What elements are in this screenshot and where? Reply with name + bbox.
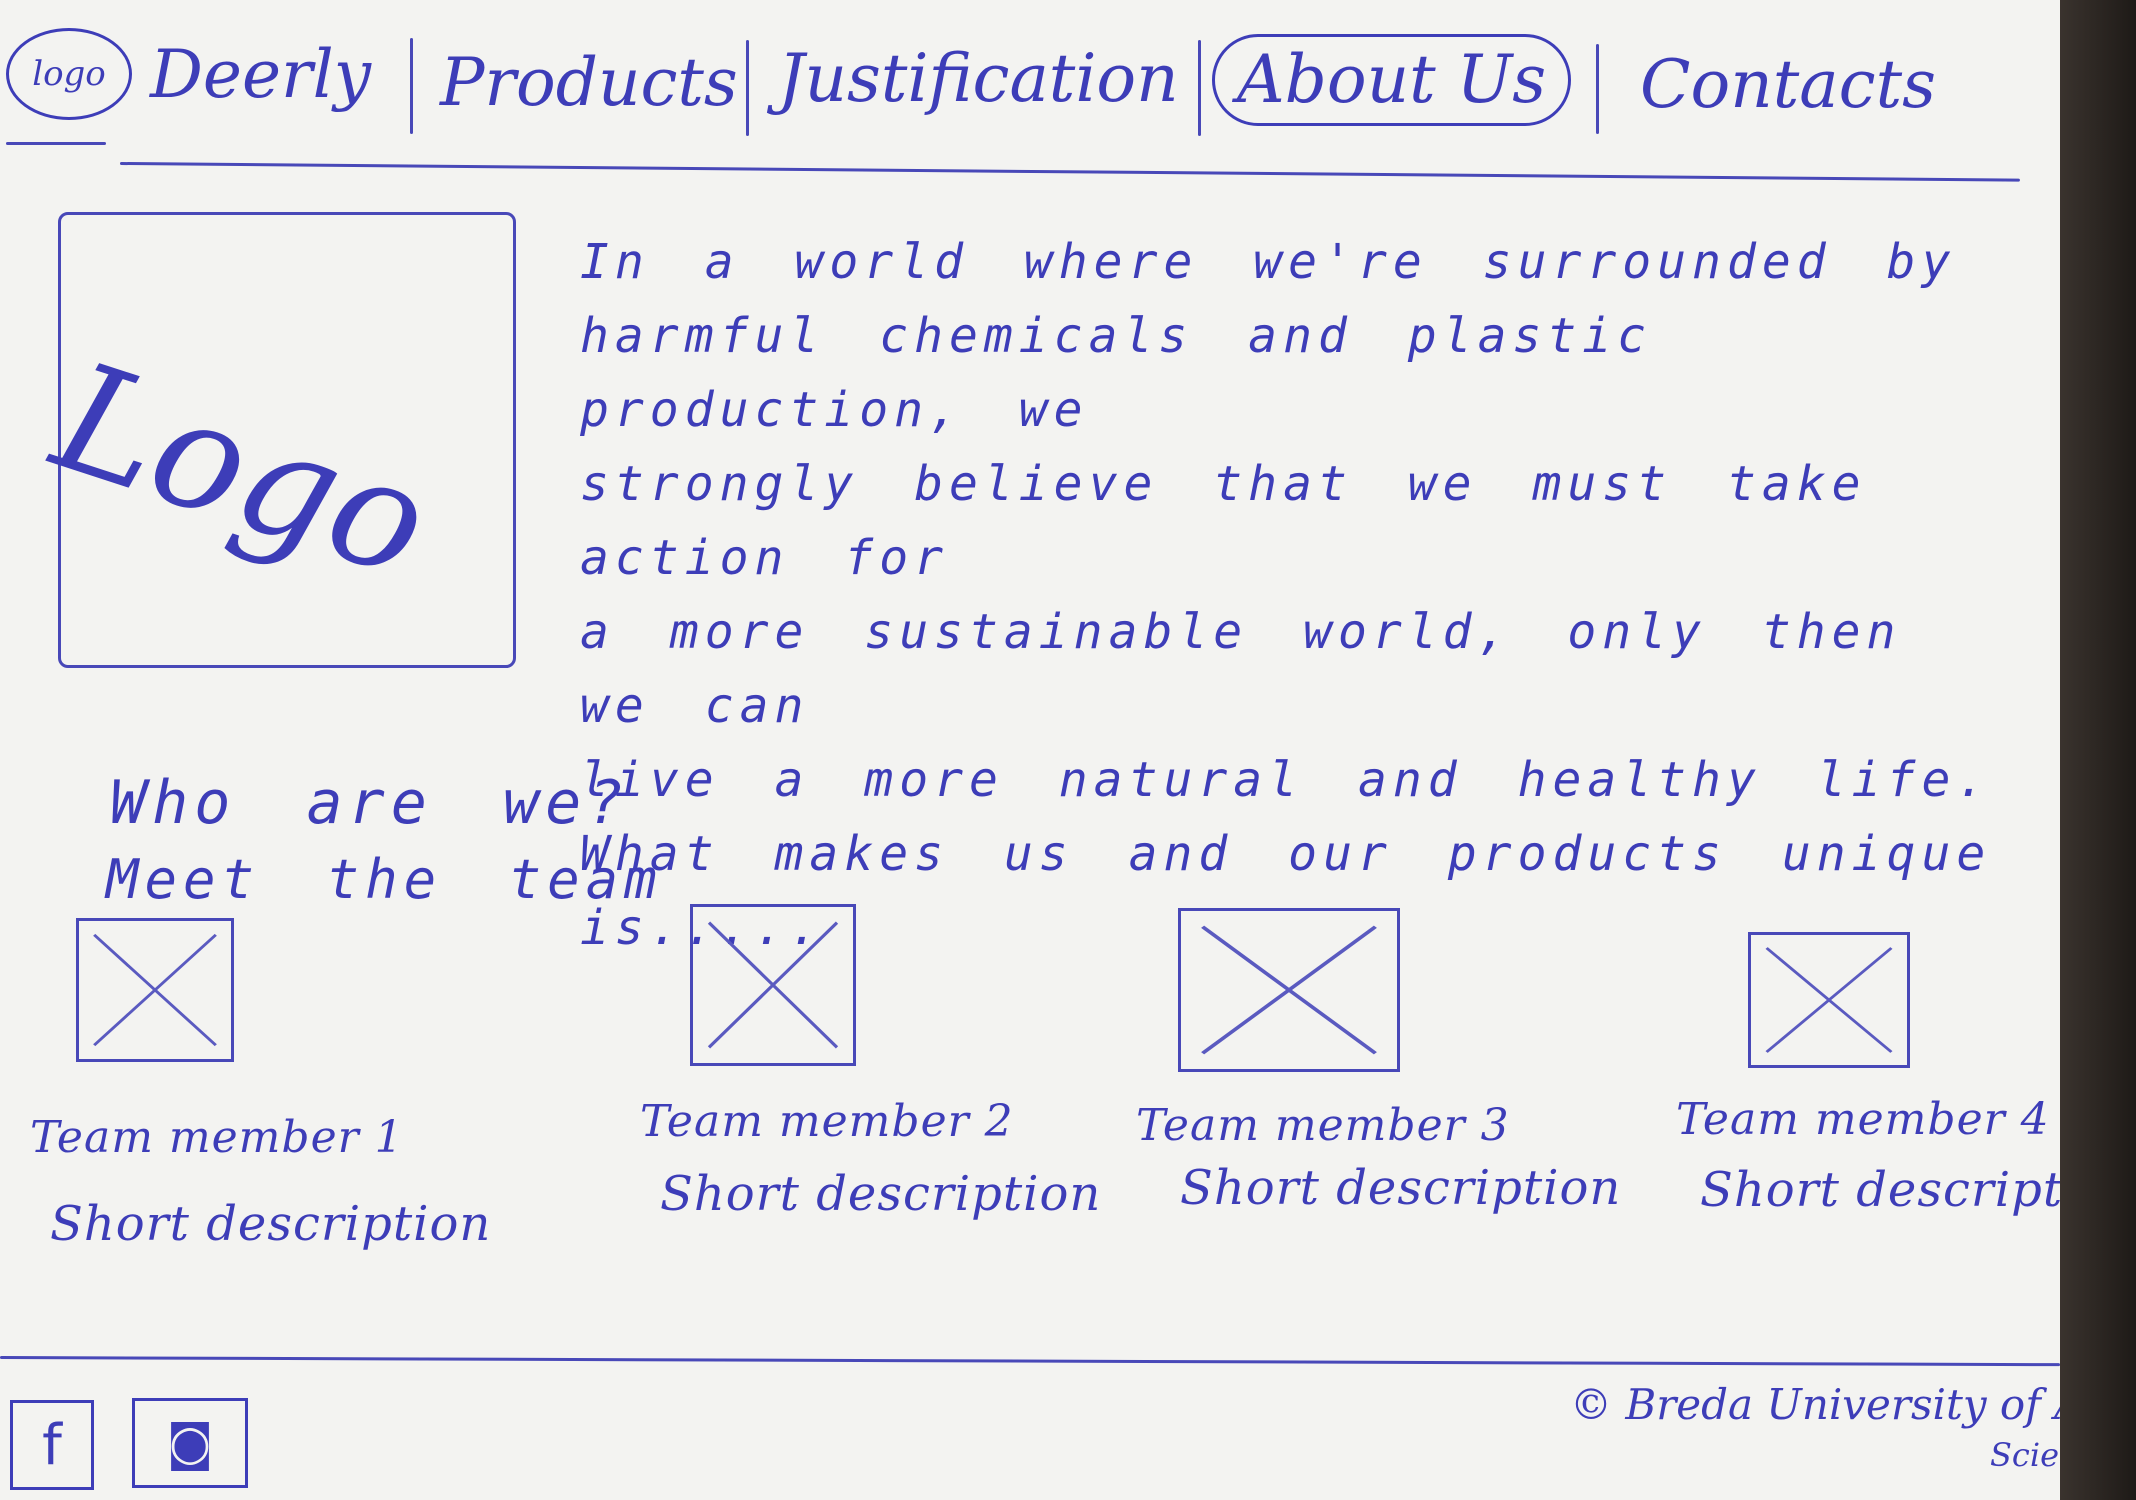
team-photo-placeholder bbox=[76, 918, 234, 1062]
nav-item-contacts[interactable]: Contacts bbox=[1640, 46, 1936, 123]
footer-divider bbox=[0, 1356, 2060, 1367]
nav-underline bbox=[119, 162, 2020, 182]
intro-line: What makes us and our products unique is… bbox=[580, 826, 1992, 956]
team-member-name: Team member 4 bbox=[1676, 1094, 2050, 1145]
instagram-icon[interactable]: ◙ bbox=[132, 1398, 248, 1488]
logo-placeholder-box bbox=[58, 212, 516, 668]
intro-line: live a more natural and healthy life. bbox=[580, 752, 1992, 808]
intro-line: harmful chemicals and plastic production… bbox=[580, 308, 1653, 438]
team-member-description: Short description bbox=[660, 1166, 1102, 1222]
nav-item-products[interactable]: Products bbox=[440, 44, 738, 121]
intro-line: a more sustainable world, only then we c… bbox=[580, 604, 1902, 734]
instagram-glyph: ◙ bbox=[166, 1415, 214, 1471]
team-member-description: Short description bbox=[1700, 1162, 2060, 1218]
intro-line: In a world where we're surrounded by bbox=[580, 234, 1957, 290]
team-member-name: Team member 2 bbox=[640, 1096, 1014, 1147]
nav-divider bbox=[1198, 40, 1201, 136]
team-photo-placeholder bbox=[690, 904, 856, 1066]
nav-logo-label: logo bbox=[32, 54, 106, 94]
team-member-name: Team member 1 bbox=[30, 1112, 404, 1163]
nav-left-stub-line bbox=[6, 142, 106, 145]
copyright-text: © Breda University of Applied bbox=[1570, 1380, 2060, 1429]
team-heading: Who are we? bbox=[110, 768, 630, 838]
facebook-glyph: f bbox=[42, 1412, 62, 1478]
team-photo-placeholder bbox=[1178, 908, 1400, 1072]
team-member-description: Short description bbox=[1180, 1160, 1622, 1216]
sketch-paper: logo Deerly Products Justification About… bbox=[0, 0, 2060, 1500]
image-placeholder-icon bbox=[1201, 925, 1377, 1055]
team-photo-placeholder bbox=[1748, 932, 1910, 1068]
team-member-description: Short description bbox=[50, 1196, 492, 1252]
nav-divider bbox=[746, 40, 749, 136]
image-placeholder-icon bbox=[93, 933, 217, 1047]
image-placeholder-icon bbox=[1765, 947, 1893, 1053]
image-placeholder-icon bbox=[707, 921, 839, 1049]
intro-paragraph: In a world where we're surrounded by har… bbox=[580, 225, 2020, 965]
nav-divider bbox=[1596, 44, 1599, 134]
nav-item-about-us[interactable]: About Us bbox=[1212, 34, 1572, 126]
nav-divider bbox=[410, 38, 413, 134]
nav-logo[interactable]: logo bbox=[6, 28, 132, 120]
copyright-text-tail: Scienc bbox=[1990, 1436, 2060, 1474]
desk-background bbox=[2060, 0, 2136, 1500]
facebook-icon[interactable]: f bbox=[10, 1400, 94, 1490]
team-member-name: Team member 3 bbox=[1136, 1100, 1510, 1151]
nav-brand-deerly[interactable]: Deerly bbox=[150, 36, 371, 113]
intro-line: strongly believe that we must take actio… bbox=[580, 456, 1867, 586]
nav-item-justification[interactable]: Justification bbox=[778, 40, 1179, 117]
team-subheading: Meet the team bbox=[106, 848, 663, 911]
